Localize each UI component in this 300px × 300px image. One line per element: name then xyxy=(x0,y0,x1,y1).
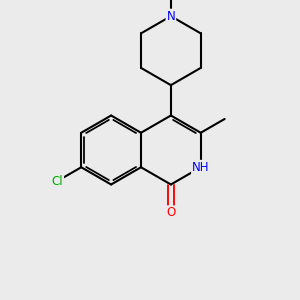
Text: NH: NH xyxy=(192,161,209,174)
Text: O: O xyxy=(166,206,176,219)
Text: Cl: Cl xyxy=(52,175,63,188)
Text: N: N xyxy=(167,10,175,22)
